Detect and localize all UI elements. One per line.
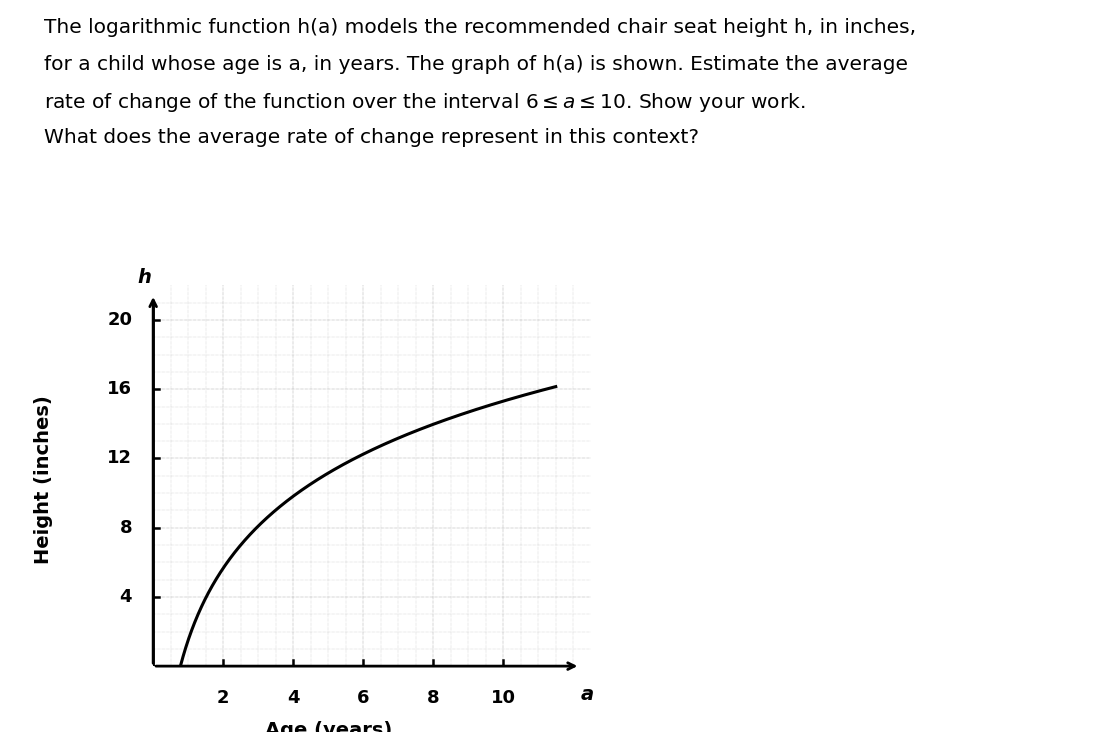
Text: 12: 12: [107, 449, 132, 468]
Text: a: a: [581, 685, 594, 704]
Text: Age (years): Age (years): [265, 722, 392, 732]
Text: 4: 4: [119, 588, 132, 606]
Text: What does the average rate of change represent in this context?: What does the average rate of change rep…: [44, 128, 699, 147]
Text: rate of change of the function over the interval $6 \leq a \leq 10$. Show your w: rate of change of the function over the …: [44, 92, 805, 114]
Text: 2: 2: [217, 689, 230, 706]
Text: h: h: [138, 268, 151, 287]
Text: 6: 6: [357, 689, 370, 706]
Text: The logarithmic function h(a) models the recommended chair seat height h, in inc: The logarithmic function h(a) models the…: [44, 18, 916, 37]
Text: Height (inches): Height (inches): [34, 395, 54, 564]
Text: 4: 4: [287, 689, 300, 706]
Text: 10: 10: [491, 689, 515, 706]
Text: 16: 16: [107, 381, 132, 398]
Text: 8: 8: [119, 519, 132, 537]
Text: for a child whose age is a, in years. The graph of h(a) is shown. Estimate the a: for a child whose age is a, in years. Th…: [44, 55, 908, 74]
Text: 8: 8: [427, 689, 440, 706]
Text: 20: 20: [107, 311, 132, 329]
